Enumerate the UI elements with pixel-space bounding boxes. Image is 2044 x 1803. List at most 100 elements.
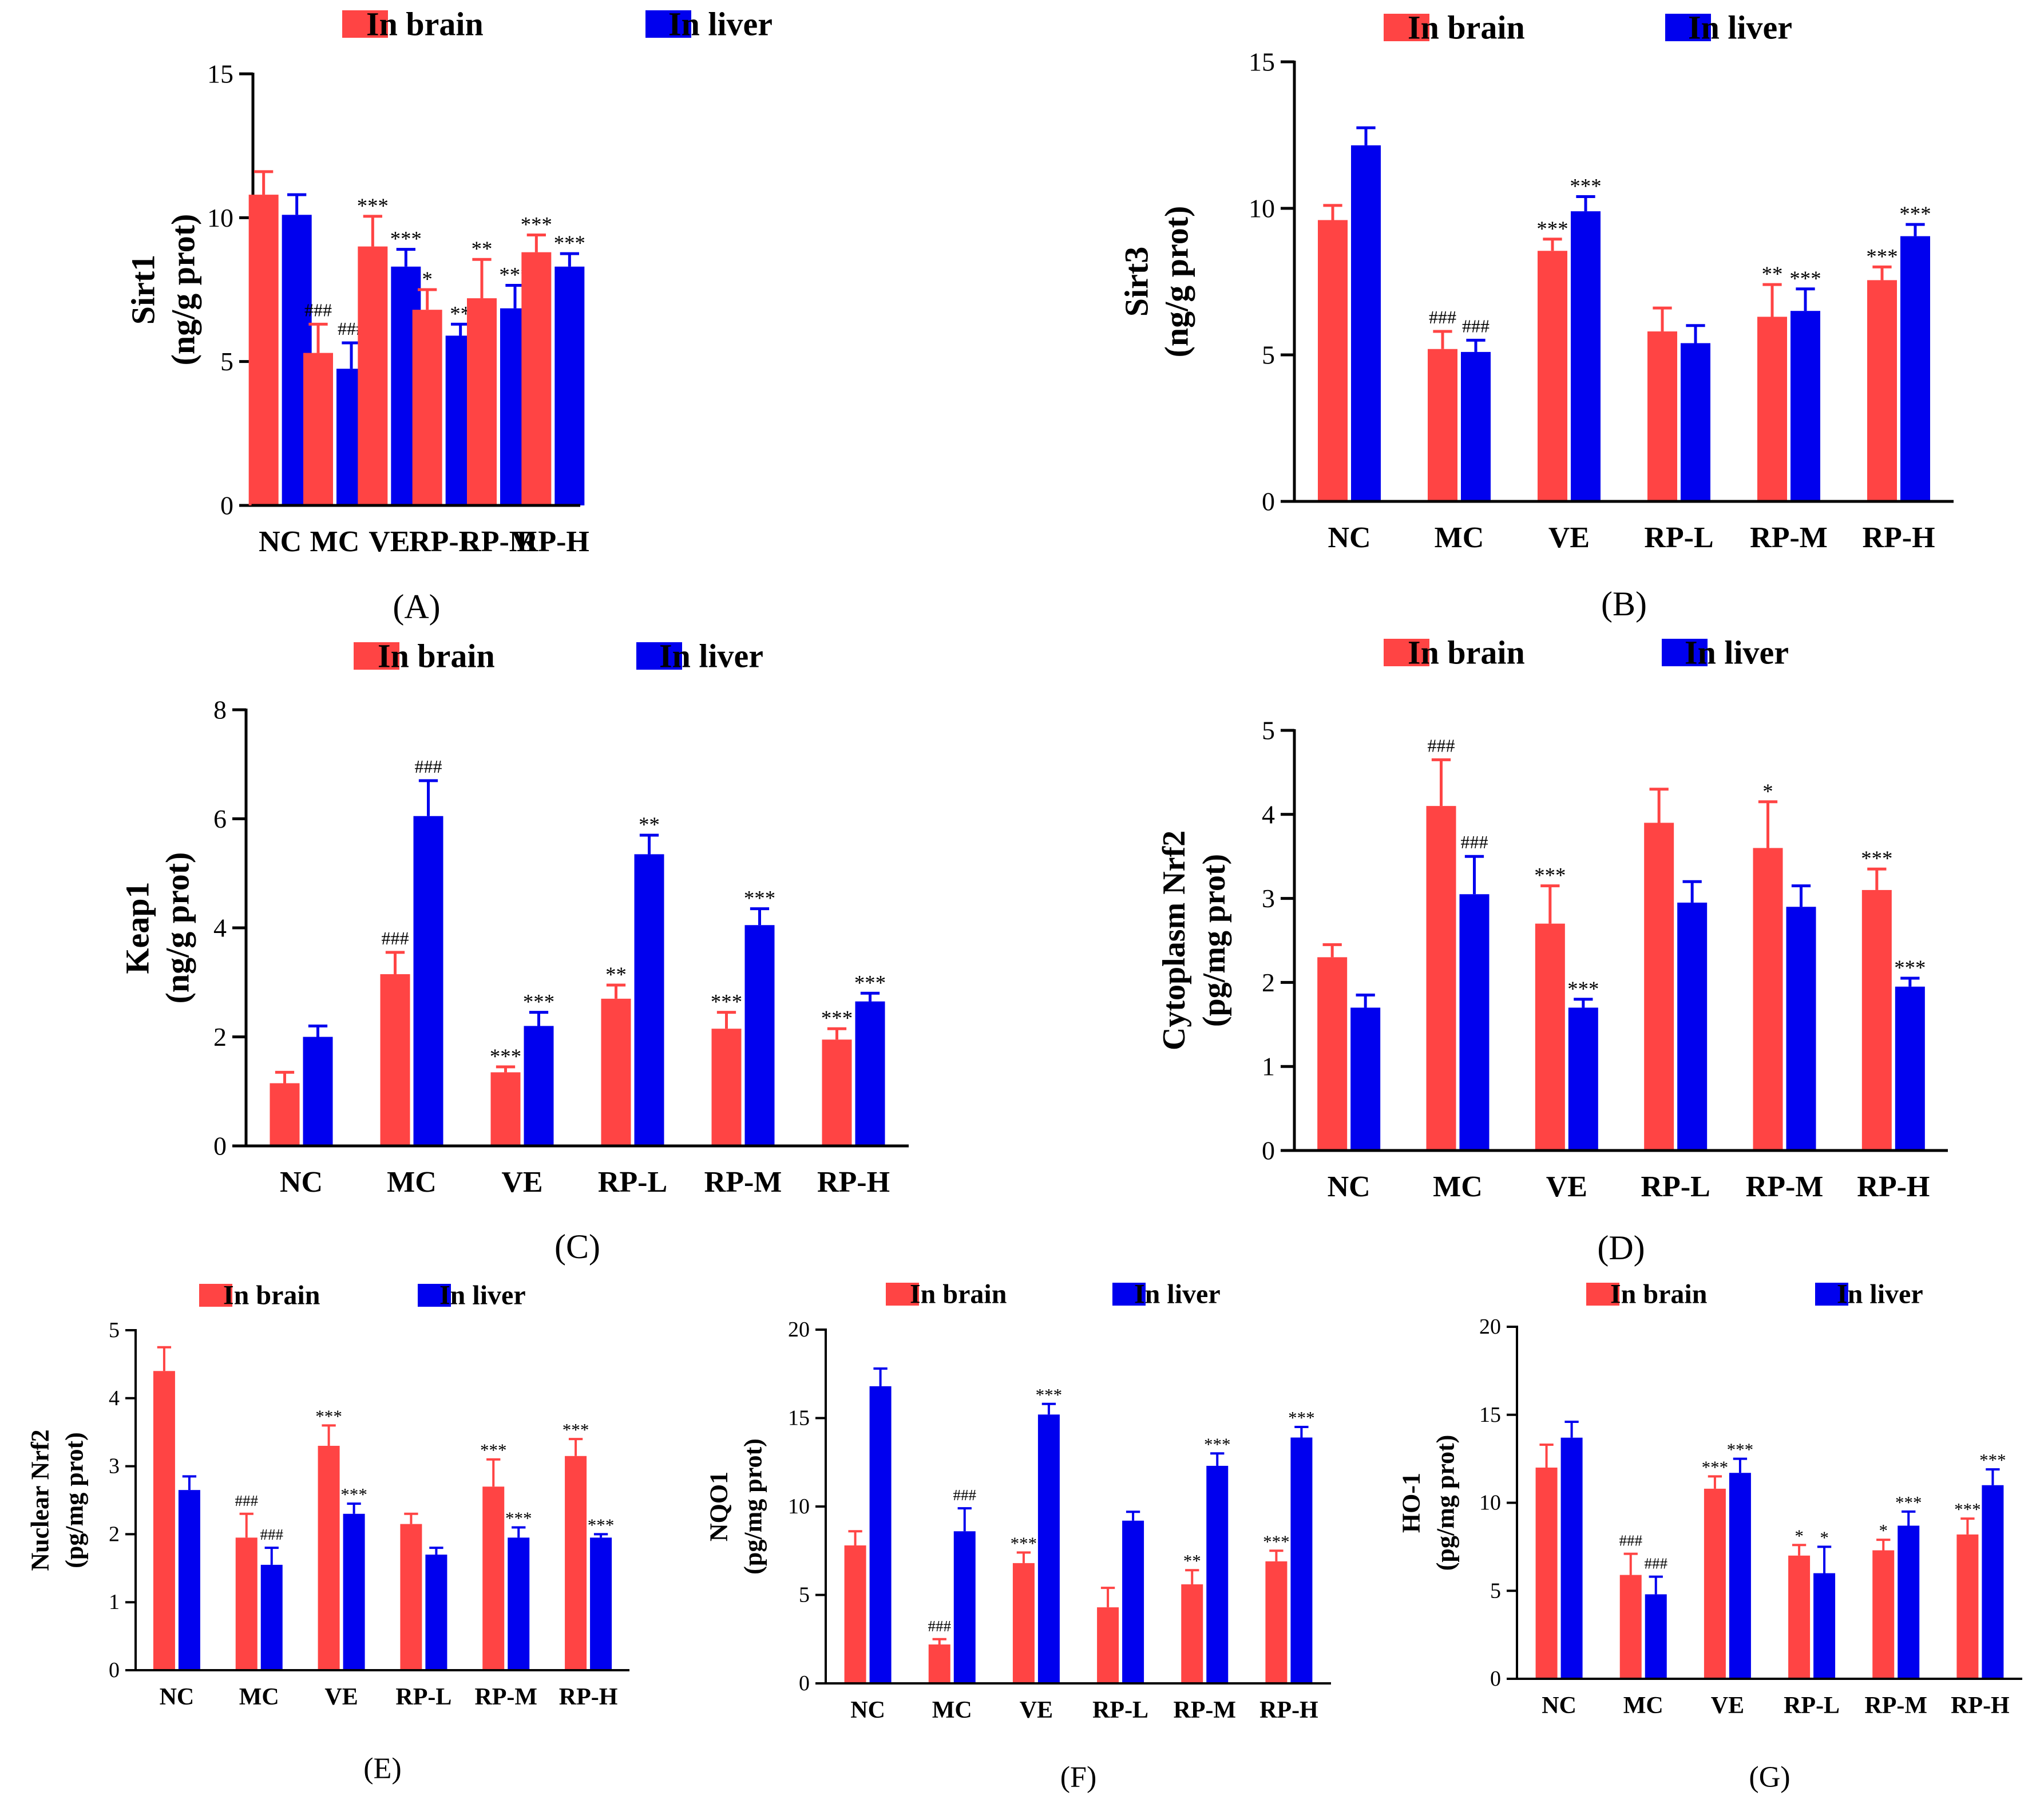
bar <box>467 298 497 505</box>
x-tick-label: RP-L <box>1784 1693 1840 1719</box>
bar <box>303 1037 333 1146</box>
x-tick-label: RP-L <box>409 525 478 558</box>
significance-label: *** <box>1534 864 1566 887</box>
x-tick-label: RP-M <box>1864 1693 1927 1719</box>
y-axis-title: (pg/mg prot) <box>739 1438 767 1575</box>
y-tick-label: 15 <box>1249 48 1275 77</box>
bar <box>711 1029 742 1146</box>
y-tick-label: 0 <box>1262 1136 1275 1165</box>
bar <box>490 1072 521 1146</box>
y-tick-label: 0 <box>109 1658 120 1682</box>
legend-label-liver: In liver <box>1688 9 1792 46</box>
y-tick-label: 20 <box>788 1318 810 1342</box>
legend-swatch-liver <box>418 1284 451 1307</box>
x-tick-label: RP-L <box>598 1166 667 1199</box>
legend-swatch-liver <box>1112 1283 1146 1306</box>
x-tick-label: NC <box>259 525 302 558</box>
significance-label: *** <box>1536 217 1568 240</box>
bar <box>601 998 631 1146</box>
x-tick-label: RP-M <box>704 1166 782 1199</box>
significance-label: ** <box>639 813 660 836</box>
y-tick-label: 10 <box>1249 194 1275 223</box>
legend-label-brain: In brain <box>1610 1279 1707 1310</box>
legend-label-liver: In liver <box>659 638 763 675</box>
legend: In brain In liver <box>1586 1279 1923 1310</box>
legend-label-liver: In liver <box>439 1280 526 1311</box>
y-axis-title: NQO1 <box>705 1472 733 1541</box>
significance-label: *** <box>315 1406 342 1426</box>
legend-label-brain: In brain <box>1408 9 1525 46</box>
legend-label-liver: In liver <box>668 6 773 43</box>
bar <box>1265 1561 1288 1683</box>
x-tick-label: NC <box>160 1684 195 1710</box>
y-tick-label: 20 <box>1479 1315 1501 1339</box>
bar <box>1872 1550 1895 1679</box>
legend-label-liver: In liver <box>1685 634 1789 671</box>
legend-label-brain: In brain <box>378 638 495 675</box>
y-tick-label: 15 <box>1479 1403 1501 1427</box>
bar <box>1350 1007 1381 1150</box>
x-tick-label: RP-H <box>1259 1697 1318 1723</box>
significance-label: *** <box>1895 1492 1922 1512</box>
y-tick-label: 0 <box>1262 487 1275 516</box>
significance-label: *** <box>1894 956 1926 979</box>
bar <box>1757 317 1787 501</box>
significance-label: *** <box>357 194 389 218</box>
bar <box>1122 1520 1144 1683</box>
bar <box>270 1083 300 1146</box>
significance-label: *** <box>1861 847 1892 870</box>
legend-swatch-liver <box>1662 639 1708 666</box>
bar <box>1535 1468 1558 1679</box>
significance-label: ### <box>953 1486 977 1504</box>
legend-swatch-liver <box>1815 1283 1848 1306</box>
bar <box>380 974 410 1146</box>
x-tick-label: RP-L <box>1641 1171 1710 1203</box>
bar <box>1317 957 1348 1150</box>
bar <box>303 353 333 505</box>
x-tick-label: RP-L <box>395 1684 451 1710</box>
bar <box>634 854 664 1146</box>
x-tick-label: NC <box>1328 1171 1370 1203</box>
y-tick-label: 0 <box>1490 1667 1501 1691</box>
significance-label: * <box>422 267 432 291</box>
x-tick-label: NC <box>1328 521 1370 554</box>
panel-c: In brain In liver 0 2 4 6 8 Keap1 (ng/g prot) NC #… <box>119 638 909 1266</box>
bar <box>178 1490 200 1670</box>
legend: In brain In liver <box>1384 634 1789 671</box>
legend: In brain In liver <box>1384 9 1792 46</box>
bar <box>1037 1414 1060 1683</box>
bar <box>1645 1594 1667 1679</box>
y-axis-title: (pg/mg prot) <box>1432 1435 1460 1571</box>
y-axis-title: Sirt3 <box>1118 247 1155 317</box>
significance-label: *** <box>1288 1407 1315 1428</box>
legend: In brain In liver <box>199 1280 526 1311</box>
significance-label: ### <box>382 928 409 948</box>
significance-label: ### <box>1428 735 1455 756</box>
significance-label: *** <box>1263 1531 1290 1551</box>
bar <box>855 1001 885 1146</box>
bar <box>565 1456 587 1670</box>
bar <box>1426 806 1456 1150</box>
bar <box>869 1386 892 1683</box>
panel-g: In brain In liver 0 5 10 15 20 HO-1 (pg/mg prot)… <box>1397 1279 2022 1794</box>
bar <box>1351 145 1381 502</box>
significance-label: *** <box>563 1420 589 1440</box>
bar <box>1571 211 1601 501</box>
panel-label: (B) <box>1601 585 1647 623</box>
x-tick-label: MC <box>932 1697 972 1723</box>
legend-swatch-brain <box>199 1284 232 1307</box>
y-tick-label: 10 <box>788 1494 810 1519</box>
bar <box>1206 1465 1229 1683</box>
x-tick-label: NC <box>280 1166 323 1199</box>
y-axis-title: Nuclear Nrf2 <box>26 1429 54 1571</box>
bar <box>1560 1437 1583 1679</box>
y-tick-label: 10 <box>207 203 233 232</box>
bar <box>1428 349 1457 501</box>
y-axis-title: (ng/g prot) <box>165 214 202 366</box>
y-axis-title: (pg/mg prot) <box>1197 854 1232 1027</box>
x-tick-label: MC <box>387 1166 437 1199</box>
x-tick-label: NC <box>1542 1693 1576 1719</box>
y-tick-label: 2 <box>1262 968 1275 997</box>
y-tick-label: 8 <box>213 695 227 725</box>
